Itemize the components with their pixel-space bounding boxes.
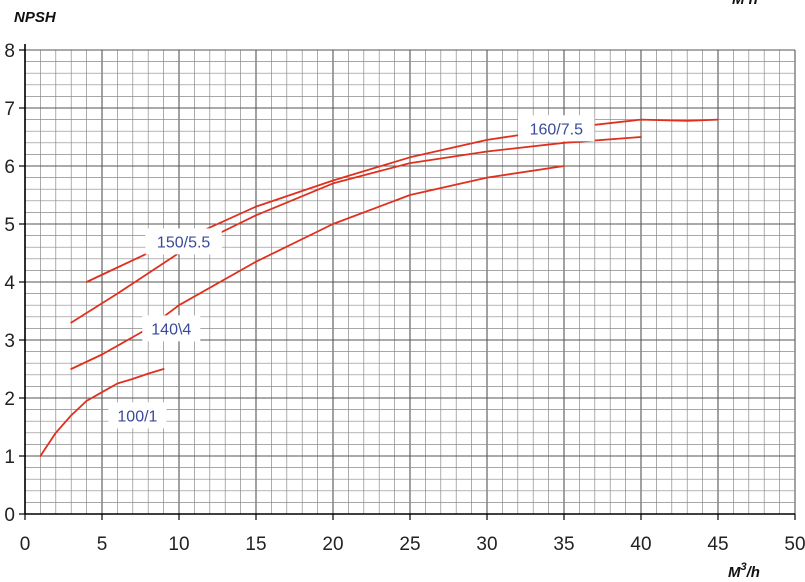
x-tick-label: 35 xyxy=(553,534,574,555)
y-tick-label: 7 xyxy=(4,99,15,120)
x-tick-label: 45 xyxy=(707,534,728,555)
series-line xyxy=(70,136,642,324)
x-axis-title-base: M xyxy=(728,564,741,581)
y-tick-label: 8 xyxy=(4,41,15,62)
curve-label: 100/1 xyxy=(117,408,157,425)
x-tick-label: 30 xyxy=(476,534,497,555)
y-tick-label: 5 xyxy=(4,215,15,236)
x-tick-label: 5 xyxy=(97,534,108,555)
y-tick-label: 1 xyxy=(4,447,15,468)
curve-label: 140\4 xyxy=(151,321,191,338)
x-tick-label: 25 xyxy=(399,534,420,555)
series-line xyxy=(85,118,719,283)
x-tick-label: 10 xyxy=(168,534,189,555)
curve-label-box xyxy=(145,228,222,255)
y-axis-title: NPSH xyxy=(14,9,57,26)
series-line xyxy=(39,368,165,457)
series-lines xyxy=(39,118,719,457)
y-tick-label: 3 xyxy=(4,331,15,352)
series-line xyxy=(70,165,565,370)
curve-label-box xyxy=(142,315,201,342)
x-tick-label: 15 xyxy=(245,534,266,555)
curve-labels: 100/1 140\4 150/5.5 160/7.5 xyxy=(108,115,595,429)
corner-unit-mark: M h xyxy=(732,0,758,8)
y-tick-label: 6 xyxy=(4,157,15,178)
curve-label-box xyxy=(518,115,595,142)
x-tick-label: 20 xyxy=(322,534,343,555)
curve-label: 150/5.5 xyxy=(157,234,210,251)
y-tick-label: 4 xyxy=(4,273,15,294)
curve-label: 160/7.5 xyxy=(530,121,583,138)
x-axis-title-tail: /h xyxy=(746,564,760,581)
x-axis-title: M3/h xyxy=(728,561,760,581)
x-tick-label: 0 xyxy=(20,534,31,555)
x-tick-label: 40 xyxy=(630,534,651,555)
x-tick-label: 50 xyxy=(784,534,805,555)
x-axis-title-superscript: 3 xyxy=(741,561,747,573)
y-tick-label: 2 xyxy=(4,389,15,410)
curve-label-box xyxy=(108,402,167,429)
y-tick-label: 0 xyxy=(4,505,15,526)
